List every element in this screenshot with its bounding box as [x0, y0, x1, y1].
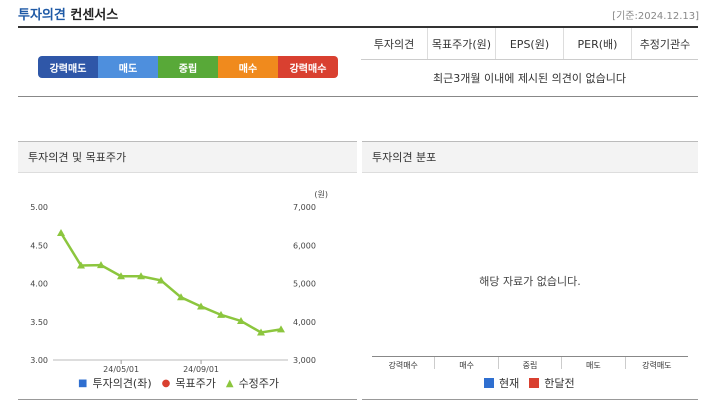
series-point [77, 261, 85, 269]
consensus-table-header: 투자의견 목표주가(원) EPS(원) PER(배) 추정기관수 [361, 28, 698, 60]
consensus-table: 투자의견 목표주가(원) EPS(원) PER(배) 추정기관수 최근3개월 이내에 제… [361, 28, 698, 96]
legend-marker: ▲ [225, 377, 234, 389]
section-title-rest: 컨센서스 [70, 8, 119, 23]
y-left-tick-label: 4.00 [30, 280, 48, 289]
consensus-empty-message: 최근3개월 이내에 제시된 의견이 없습니다 [432, 71, 627, 85]
legend-swatch [529, 378, 540, 388]
legend-item: 한달전 [529, 375, 575, 391]
legend-label: 투자의견(좌) [92, 377, 152, 390]
series-line [59, 232, 282, 334]
panel-title: 투자의견 및 목표주가 [18, 141, 357, 173]
y-right-tick-label: 4,000 [293, 318, 316, 327]
rating-scale-box: 강력매도 매도 중립 매수 강력매수 [18, 28, 358, 96]
legend-label: 한달전 [544, 377, 575, 390]
y-left-tick-label: 3.00 [30, 356, 48, 365]
series-point [137, 272, 145, 280]
legend-item: ● 목표주가 [162, 375, 216, 391]
no-data-message: 해당 자료가 없습니다. [479, 275, 581, 288]
y-right-tick-label: 5,000 [293, 280, 316, 289]
consensus-header: 투자의견 컨센서스 [기준:2024.12.13] [0, 0, 705, 26]
legend-item: 현재 [484, 375, 519, 391]
consensus-column-header: 추정기관수 [631, 28, 698, 59]
panel-title: 투자의견 분포 [362, 141, 698, 173]
x-tick-label: 24/09/01 [183, 365, 219, 374]
opinion-price-chart: 5.00 4.50 4.00 3.50 3.00 7,000 6,000 5,000 4,000… [30, 190, 328, 374]
consensus-column-header: 투자의견 [373, 37, 415, 51]
rating-segment: 중립 [158, 56, 218, 78]
series-point [277, 325, 285, 333]
distribution-legend: 현재 한달전 [484, 375, 585, 391]
distribution-category-label: 강력매도 [624, 357, 688, 370]
legend-label: 수정주가 [238, 377, 280, 390]
consensus-column-header: EPS(원) [495, 28, 563, 59]
distribution-category-label: 매도 [561, 357, 624, 370]
series-point [157, 276, 165, 284]
rating-segment: 강력매수 [278, 56, 338, 78]
series-point [237, 316, 245, 324]
chart-legend: ■ 투자의견(좌) ● 목표주가 ▲ 수정주가 [78, 375, 289, 391]
header-divider [18, 26, 698, 28]
y-left-tick-label: 3.50 [30, 318, 48, 327]
series-point [197, 302, 205, 310]
series-point [97, 261, 105, 269]
consensus-column-header: PER(배) [563, 28, 631, 59]
consensus-bottom-divider [18, 96, 698, 97]
section-title: 투자의견 컨센서스 [18, 4, 118, 23]
y-right-unit-label: (원) [314, 190, 328, 199]
series-point [217, 310, 225, 318]
y-right-tick-label: 3,000 [293, 356, 316, 365]
legend-item: ▲ 수정주가 [226, 375, 279, 391]
rating-segment: 매수 [218, 56, 278, 78]
legend-swatch [484, 378, 494, 388]
section-title-accent: 투자의견 [18, 8, 66, 23]
distribution-axis: 강력매수 매수 중립 매도 강력매도 [372, 356, 688, 370]
opinion-distribution-panel: 투자의견 분포 해당 자료가 없습니다. 강력매수 매수 중립 매도 강력매도 현재 한달… [362, 141, 698, 400]
legend-item: ■ 투자의견(좌) [78, 375, 152, 391]
series-point [177, 293, 185, 301]
rating-segment: 강력매도 [38, 56, 98, 78]
y-right-tick-label: 7,000 [293, 203, 316, 212]
distribution-category-label: 중립 [497, 357, 561, 370]
series-point [257, 328, 265, 336]
legend-marker: ■ [78, 377, 88, 389]
rating-scale-bar: 강력매도 매도 중립 매수 강력매수 [38, 56, 338, 78]
opinion-target-panel: 투자의견 및 목표주가 5.00 4.50 4.00 3.50 3.00 7,000 6,0… [18, 141, 357, 400]
x-tick-label: 24/05/01 [103, 365, 139, 374]
consensus-column-header: 목표주가(원) [427, 28, 495, 59]
y-right-tick-label: 6,000 [293, 241, 316, 250]
legend-marker: ● [161, 377, 171, 389]
legend-label: 목표주가 [175, 377, 216, 390]
distribution-category-label: 강력매수 [388, 361, 418, 370]
series-point [57, 229, 65, 237]
legend-label: 현재 [499, 377, 520, 390]
y-left-tick-label: 5.00 [30, 203, 48, 212]
distribution-category-label: 매수 [434, 357, 497, 370]
series-point [117, 272, 125, 280]
reference-date: [기준:2024.12.13] [612, 11, 699, 22]
y-left-tick-label: 4.50 [30, 241, 48, 250]
rating-segment: 매도 [98, 56, 158, 78]
